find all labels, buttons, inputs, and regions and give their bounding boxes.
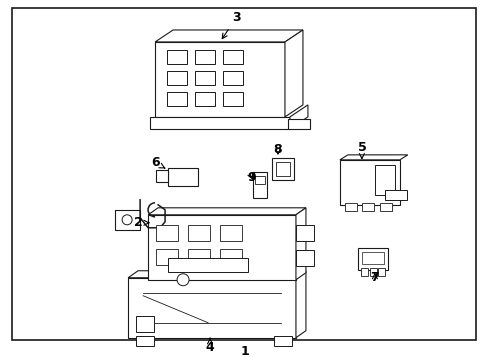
Bar <box>156 225 178 241</box>
Bar <box>375 165 395 195</box>
Bar <box>272 158 294 180</box>
Polygon shape <box>340 155 408 160</box>
Bar <box>223 50 243 64</box>
Polygon shape <box>128 278 296 338</box>
Bar <box>168 258 248 272</box>
Bar <box>156 249 178 265</box>
Text: 8: 8 <box>273 143 282 156</box>
Bar <box>136 316 154 332</box>
Text: 4: 4 <box>206 338 215 354</box>
Bar <box>253 172 267 198</box>
Bar <box>380 203 392 211</box>
Bar <box>167 71 187 85</box>
Bar <box>223 71 243 85</box>
Bar <box>362 252 384 264</box>
Polygon shape <box>296 271 306 338</box>
Polygon shape <box>150 117 290 129</box>
Bar <box>358 248 388 270</box>
Polygon shape <box>340 160 400 205</box>
Bar <box>136 336 154 346</box>
Polygon shape <box>290 105 308 129</box>
Bar <box>255 176 265 184</box>
Bar <box>220 225 242 241</box>
Bar <box>188 249 210 265</box>
Bar <box>276 162 290 176</box>
Bar <box>296 225 314 241</box>
Text: 3: 3 <box>222 12 240 39</box>
Bar <box>188 225 210 241</box>
Polygon shape <box>155 42 285 117</box>
Bar <box>168 168 198 186</box>
Text: 6: 6 <box>151 156 165 169</box>
Polygon shape <box>155 30 303 42</box>
Polygon shape <box>128 271 306 278</box>
Bar <box>195 50 215 64</box>
Bar <box>167 92 187 106</box>
Polygon shape <box>296 208 306 280</box>
Circle shape <box>122 215 132 225</box>
Bar <box>345 203 357 211</box>
Polygon shape <box>148 208 306 215</box>
Bar <box>195 71 215 85</box>
Polygon shape <box>115 210 140 230</box>
Text: 7: 7 <box>370 271 379 284</box>
Bar <box>362 203 374 211</box>
Text: 1: 1 <box>241 345 249 358</box>
Bar <box>378 268 385 276</box>
Bar <box>370 268 377 276</box>
Polygon shape <box>285 30 303 117</box>
Polygon shape <box>148 215 296 280</box>
Bar <box>296 250 314 266</box>
Text: 2: 2 <box>134 216 149 229</box>
Bar <box>385 190 407 200</box>
Bar <box>220 249 242 265</box>
Bar <box>288 119 310 129</box>
Bar <box>223 92 243 106</box>
Bar <box>195 92 215 106</box>
Text: 9: 9 <box>247 171 256 184</box>
Text: 5: 5 <box>358 141 366 159</box>
Circle shape <box>177 274 189 286</box>
Bar <box>167 50 187 64</box>
Bar <box>274 336 292 346</box>
Bar <box>361 268 368 276</box>
Polygon shape <box>156 170 168 182</box>
